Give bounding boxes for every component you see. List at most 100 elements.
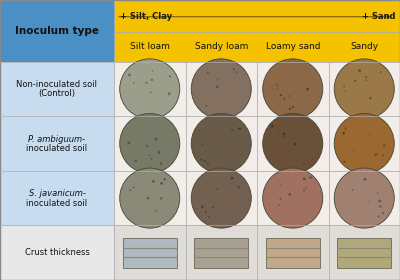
Ellipse shape [133, 187, 134, 188]
Bar [186, 225, 257, 280]
Ellipse shape [147, 197, 149, 199]
Ellipse shape [160, 197, 162, 200]
Ellipse shape [204, 160, 206, 162]
Ellipse shape [370, 134, 371, 135]
Ellipse shape [334, 113, 394, 174]
Ellipse shape [303, 189, 305, 191]
Ellipse shape [354, 80, 356, 82]
Ellipse shape [217, 143, 218, 145]
Ellipse shape [374, 153, 377, 156]
Text: + Silt, Clay: + Silt, Clay [120, 12, 172, 21]
Ellipse shape [280, 198, 282, 200]
Bar [338, 238, 391, 268]
Ellipse shape [208, 72, 210, 74]
Bar [328, 116, 400, 171]
Text: Sandy loam: Sandy loam [194, 42, 248, 52]
Bar [328, 225, 400, 280]
Bar [114, 171, 186, 225]
Bar [266, 238, 320, 268]
Ellipse shape [369, 97, 372, 99]
Text: Sandy: Sandy [350, 42, 378, 52]
Ellipse shape [205, 211, 207, 213]
Ellipse shape [378, 200, 381, 202]
Ellipse shape [292, 106, 294, 108]
Ellipse shape [309, 176, 312, 179]
Ellipse shape [231, 177, 234, 180]
Ellipse shape [150, 92, 152, 93]
Ellipse shape [271, 124, 274, 127]
Ellipse shape [365, 76, 367, 78]
Text: P. ambiguum-: P. ambiguum- [28, 135, 86, 144]
Bar [0, 171, 114, 225]
Ellipse shape [277, 88, 278, 89]
Ellipse shape [311, 128, 312, 129]
Ellipse shape [134, 160, 137, 162]
Ellipse shape [343, 86, 345, 87]
Ellipse shape [283, 97, 286, 100]
Ellipse shape [238, 127, 241, 130]
Ellipse shape [120, 168, 180, 228]
Bar [123, 238, 176, 268]
Ellipse shape [303, 178, 306, 180]
Ellipse shape [380, 71, 382, 73]
Bar [114, 32, 400, 62]
Ellipse shape [150, 158, 152, 160]
Ellipse shape [200, 159, 202, 160]
Bar [257, 171, 328, 225]
Ellipse shape [129, 189, 131, 191]
Ellipse shape [231, 129, 233, 131]
Ellipse shape [212, 194, 214, 195]
Text: Non-inoculated soil: Non-inoculated soil [16, 80, 98, 89]
Bar [114, 62, 186, 116]
Ellipse shape [208, 216, 210, 218]
Ellipse shape [306, 88, 309, 91]
Ellipse shape [217, 86, 218, 87]
Ellipse shape [311, 158, 313, 160]
Ellipse shape [168, 92, 171, 95]
Ellipse shape [342, 132, 345, 135]
Ellipse shape [334, 59, 394, 119]
Ellipse shape [150, 79, 153, 81]
Text: Inoculum type: Inoculum type [15, 26, 99, 36]
Ellipse shape [263, 113, 323, 174]
Ellipse shape [238, 186, 240, 188]
Bar [0, 0, 114, 62]
Ellipse shape [217, 79, 218, 80]
Ellipse shape [378, 216, 380, 217]
Bar [194, 238, 248, 268]
Bar [257, 225, 328, 280]
Ellipse shape [366, 79, 367, 81]
Ellipse shape [382, 212, 384, 214]
Ellipse shape [207, 72, 208, 74]
Ellipse shape [345, 91, 346, 92]
Bar [257, 62, 328, 116]
Ellipse shape [120, 59, 180, 119]
Ellipse shape [202, 143, 204, 145]
Ellipse shape [236, 72, 238, 73]
Ellipse shape [263, 59, 323, 119]
Ellipse shape [128, 142, 130, 144]
Ellipse shape [169, 75, 171, 77]
Ellipse shape [294, 143, 296, 146]
Bar [114, 225, 186, 280]
Text: Loamy sand: Loamy sand [266, 42, 320, 52]
Bar [328, 62, 400, 116]
Ellipse shape [149, 154, 150, 156]
Ellipse shape [152, 180, 155, 183]
Ellipse shape [280, 184, 282, 186]
Ellipse shape [369, 201, 370, 202]
Ellipse shape [128, 74, 131, 76]
Text: inoculated soil: inoculated soil [26, 144, 88, 153]
Text: Crust thickness: Crust thickness [24, 248, 90, 257]
Ellipse shape [206, 105, 207, 107]
Ellipse shape [289, 108, 291, 110]
Ellipse shape [343, 160, 346, 163]
Ellipse shape [207, 163, 209, 165]
Ellipse shape [191, 59, 251, 119]
Ellipse shape [278, 204, 280, 206]
Ellipse shape [156, 210, 157, 212]
Ellipse shape [158, 151, 160, 154]
Ellipse shape [146, 82, 148, 84]
Ellipse shape [191, 168, 251, 228]
Ellipse shape [345, 127, 347, 129]
